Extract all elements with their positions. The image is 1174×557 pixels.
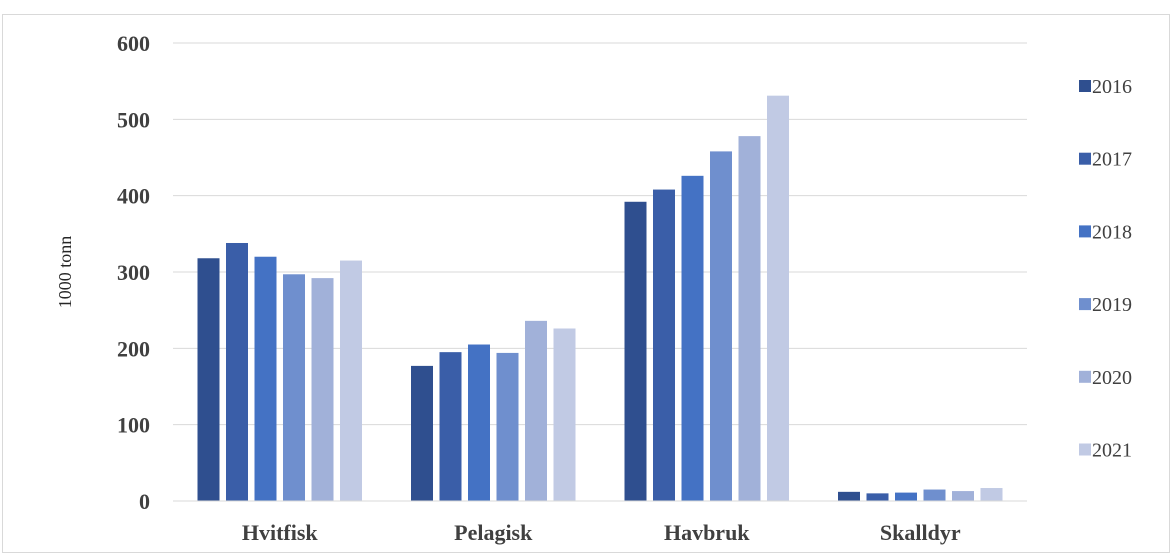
bar-skalldyr-2017 [866,493,889,501]
x-category-label: Pelagisk [454,520,533,545]
bar-pelagisk-2018 [468,344,490,501]
legend-swatch-2020 [1079,370,1091,383]
x-category-label: Hvitfisk [242,520,319,545]
bar-havbruk-2016 [624,201,647,502]
x-category-label: Havbruk [664,520,750,545]
y-tick-label: 200 [117,336,150,361]
legend-label-2020: 2020 [1092,367,1132,389]
legend-label-2019: 2019 [1092,294,1132,316]
bar-pelagisk-2020 [525,320,547,501]
bar-hvitfisk-2020 [311,278,334,501]
bar-skalldyr-2020 [952,491,974,501]
y-tick-label: 0 [139,489,150,514]
legend-label-2018: 2018 [1092,221,1132,243]
y-tick-label: 100 [117,413,150,438]
legend-label-2017: 2017 [1092,149,1132,171]
bar-skalldyr-2019 [923,489,946,501]
bar-pelagisk-2016 [411,365,433,501]
legend-swatch-2019 [1079,298,1091,311]
legend-label-2016: 2016 [1092,76,1132,98]
bar-havbruk-2020 [738,136,761,502]
bar-havbruk-2021 [767,95,789,502]
y-tick-label: 500 [117,107,150,132]
bar-hvitfisk-2021 [340,260,362,501]
x-category-label: Skalldyr [880,520,961,545]
bar-hvitfisk-2017 [226,242,248,501]
bar-pelagisk-2017 [439,352,462,501]
bar-skalldyr-2021 [980,488,1003,501]
bar-hvitfisk-2016 [197,258,220,501]
legend-label-2021: 2021 [1092,440,1132,462]
legend-swatch-2016 [1079,80,1091,92]
y-tick-label: 400 [117,184,150,209]
bar-hvitfisk-2019 [283,274,305,501]
legend-swatch-2021 [1079,443,1091,456]
y-tick-label: 300 [117,260,150,285]
bar-skalldyr-2018 [895,492,917,501]
bar-skalldyr-2016 [838,491,860,501]
bar-havbruk-2017 [653,189,675,501]
y-tick-label: 600 [117,31,150,56]
legend-swatch-2018 [1079,225,1091,238]
bar-havbruk-2019 [710,151,732,502]
bar-havbruk-2018 [681,175,704,501]
y-axis-title: 1000 tonn [55,236,75,309]
legend-swatch-2017 [1079,152,1091,165]
bar-hvitfisk-2018 [254,256,277,501]
bar-pelagisk-2019 [496,352,519,501]
chart-frame [2,14,1170,553]
bar-pelagisk-2021 [553,328,576,501]
